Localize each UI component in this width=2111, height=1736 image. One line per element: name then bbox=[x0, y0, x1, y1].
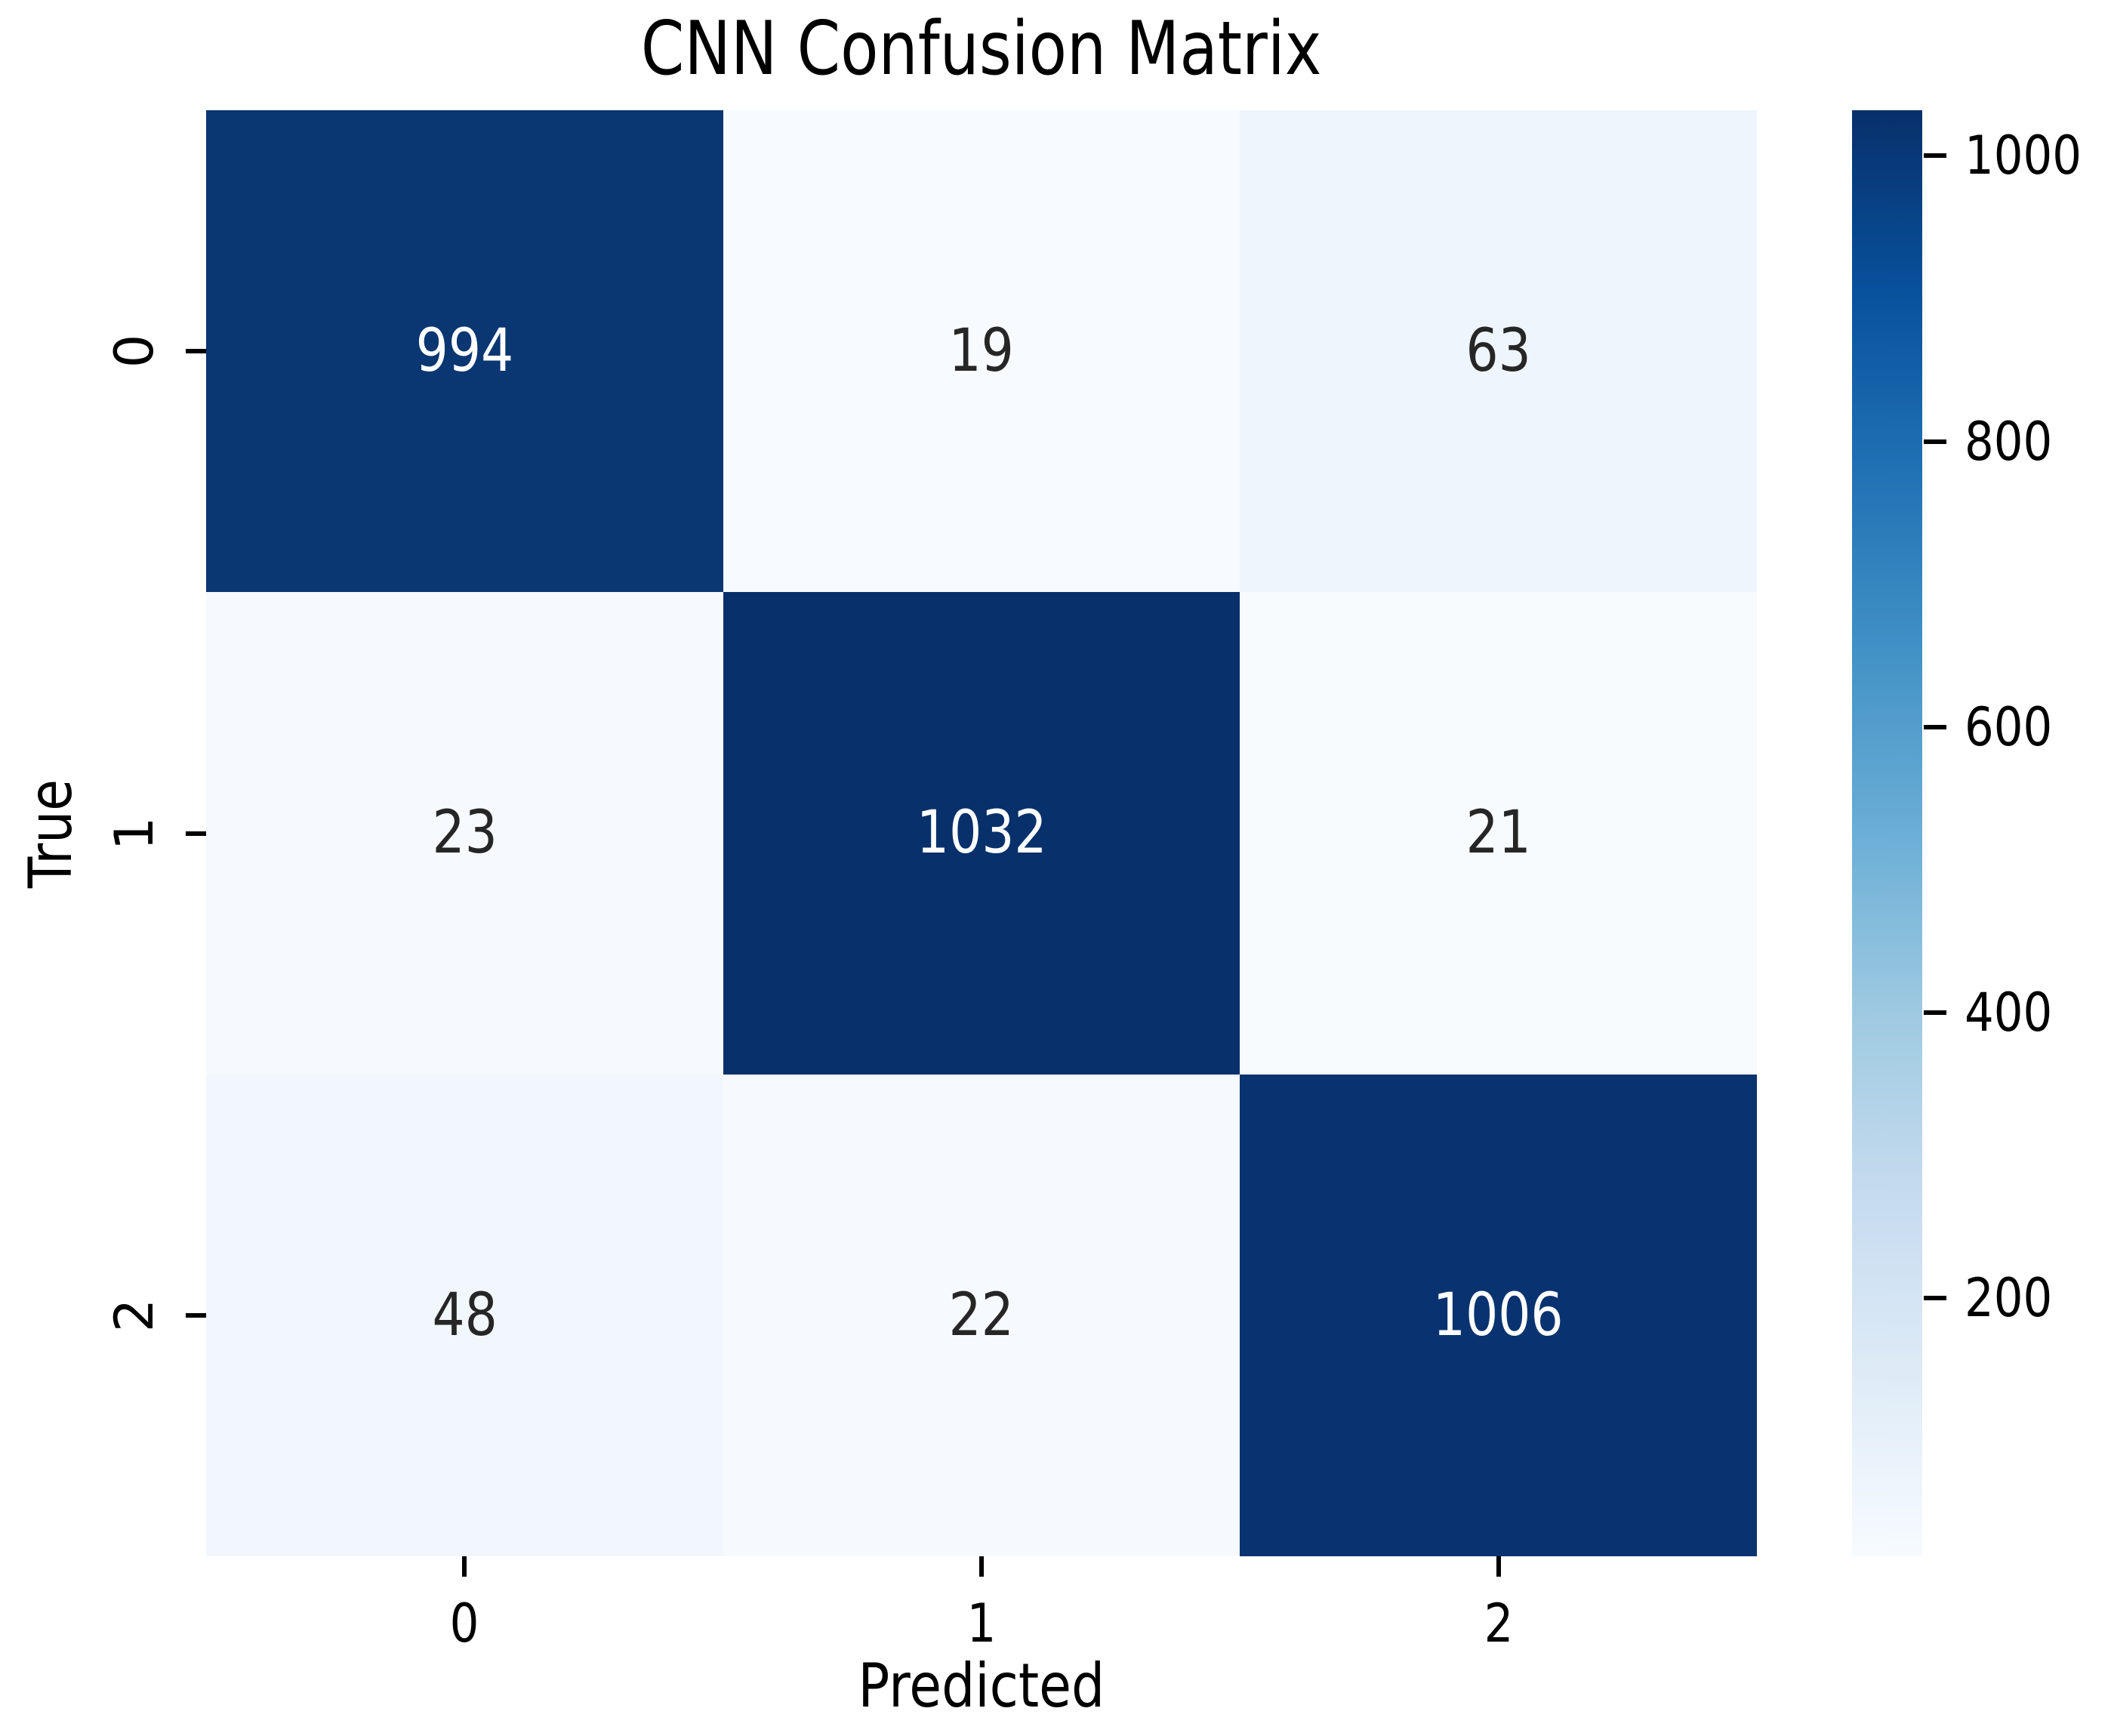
y-tick-label-1: 1 bbox=[103, 816, 165, 850]
chart-title-text: CNN Confusion Matrix bbox=[641, 6, 1322, 92]
cell-value: 48 bbox=[432, 1281, 498, 1349]
y-tick-mark-0 bbox=[186, 349, 206, 354]
x-tick-label-text: 2 bbox=[1484, 1593, 1514, 1654]
y-tick-label-0: 0 bbox=[103, 335, 165, 368]
chart-title: CNN Confusion Matrix bbox=[206, 6, 1757, 92]
cell-value: 22 bbox=[948, 1281, 1015, 1349]
x-tick-mark-1 bbox=[979, 1556, 984, 1577]
cell-value: 23 bbox=[432, 799, 498, 868]
colorbar-tick-label-text: 400 bbox=[1965, 981, 2053, 1044]
colorbar-tick-label-text: 600 bbox=[1965, 695, 2053, 758]
colorbar-tick-label-text: 200 bbox=[1965, 1266, 2053, 1329]
y-tick-mark-2 bbox=[186, 1312, 206, 1318]
colorbar-tick-label-text: 800 bbox=[1965, 410, 2053, 473]
x-tick-label-text: 0 bbox=[449, 1593, 479, 1654]
x-axis-title-text: Predicted bbox=[858, 1651, 1105, 1721]
x-tick-label-2: 2 bbox=[1481, 1593, 1515, 1654]
heatmap-cell-r0-c1: 19 bbox=[723, 110, 1240, 593]
colorbar-tick-label-text: 1000 bbox=[1965, 125, 2082, 187]
y-tick-label-text: 0 bbox=[103, 334, 165, 368]
colorbar-tick-mark-4 bbox=[1924, 1295, 1946, 1300]
y-axis: 0 1 2 bbox=[0, 110, 206, 1556]
heatmap-cell-r1-c2: 21 bbox=[1240, 592, 1757, 1075]
colorbar-tick-mark-2 bbox=[1924, 724, 1946, 729]
colorbar-tick-mark-0 bbox=[1924, 153, 1946, 159]
x-tick-mark-2 bbox=[1496, 1556, 1501, 1577]
heatmap-cell-r2-c0: 48 bbox=[206, 1074, 723, 1556]
heatmap-cell-r1-c0: 23 bbox=[206, 592, 723, 1075]
y-tick-label-2: 2 bbox=[103, 1299, 165, 1333]
x-axis-title: Predicted bbox=[206, 1651, 1757, 1721]
heatmap-grid: 994 19 63 23 1032 21 48 22 1006 bbox=[206, 110, 1757, 1556]
cell-value: 19 bbox=[948, 317, 1015, 386]
colorbar-tick-mark-3 bbox=[1924, 1010, 1946, 1015]
colorbar-tick-label-1: 800 bbox=[1965, 411, 2066, 473]
x-tick-label-0: 0 bbox=[448, 1593, 482, 1654]
heatmap-cell-r0-c0: 994 bbox=[206, 110, 723, 593]
heatmap-cell-r1-c1: 1032 bbox=[723, 592, 1240, 1075]
colorbar bbox=[1852, 110, 1922, 1556]
colorbar-tick-label-3: 400 bbox=[1965, 982, 2066, 1044]
colorbar-tick-label-2: 600 bbox=[1965, 696, 2066, 758]
heatmap-cell-r2-c2: 1006 bbox=[1240, 1074, 1757, 1556]
cell-value: 21 bbox=[1465, 799, 1531, 868]
colorbar-ticks: 1000 800 600 400 200 bbox=[1922, 110, 2111, 1556]
x-axis: 0 1 2 bbox=[206, 1556, 1757, 1736]
x-tick-label-text: 1 bbox=[966, 1593, 997, 1654]
colorbar-tick-mark-1 bbox=[1924, 439, 1946, 444]
y-tick-mark-1 bbox=[186, 831, 206, 836]
cell-value: 63 bbox=[1465, 317, 1531, 386]
heatmap-cell-r2-c1: 22 bbox=[723, 1074, 1240, 1556]
colorbar-tick-label-0: 1000 bbox=[1965, 125, 2099, 187]
x-tick-label-1: 1 bbox=[965, 1593, 999, 1654]
y-tick-label-text: 1 bbox=[103, 816, 165, 850]
cell-value: 1006 bbox=[1433, 1281, 1564, 1349]
y-tick-label-text: 2 bbox=[103, 1298, 165, 1333]
heatmap-cell-r0-c2: 63 bbox=[1240, 110, 1757, 593]
x-tick-mark-0 bbox=[462, 1556, 467, 1577]
cell-value: 994 bbox=[415, 317, 514, 386]
cell-value: 1032 bbox=[916, 799, 1047, 868]
colorbar-tick-label-4: 200 bbox=[1965, 1267, 2066, 1329]
